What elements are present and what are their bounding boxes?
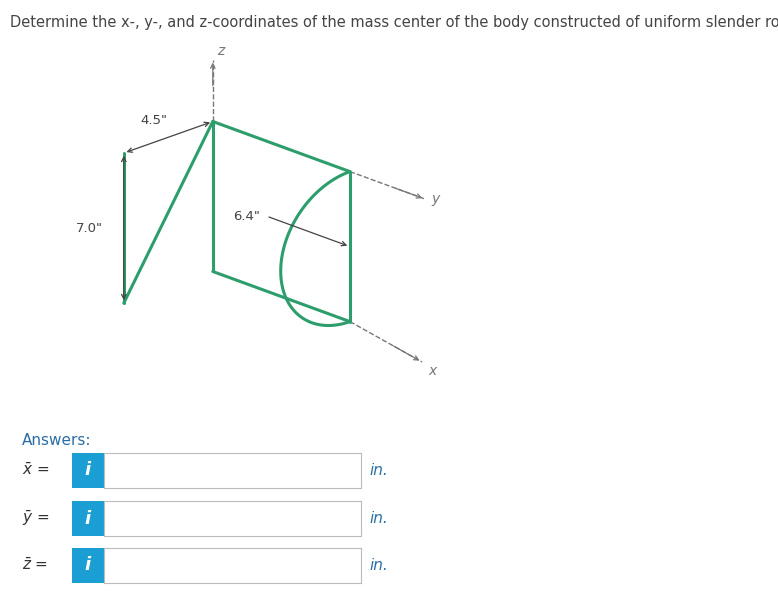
Text: $\bar{x}$ =: $\bar{x}$ = bbox=[22, 462, 49, 478]
Text: i: i bbox=[85, 510, 91, 528]
Text: i: i bbox=[85, 556, 91, 574]
Text: 6.4": 6.4" bbox=[233, 210, 260, 222]
Text: 7.0": 7.0" bbox=[76, 222, 103, 235]
Text: 4.5": 4.5" bbox=[140, 114, 167, 127]
Text: $\bar{z}$ =: $\bar{z}$ = bbox=[22, 558, 47, 573]
Text: z: z bbox=[217, 44, 224, 58]
Text: i: i bbox=[85, 461, 91, 479]
Text: in.: in. bbox=[370, 558, 388, 573]
Text: x: x bbox=[428, 364, 436, 378]
Text: in.: in. bbox=[370, 463, 388, 478]
Text: y: y bbox=[431, 192, 440, 206]
Text: Answers:: Answers: bbox=[22, 433, 91, 448]
Text: in.: in. bbox=[370, 511, 388, 526]
Text: Determine the x-, y-, and z-coordinates of the mass center of the body construct: Determine the x-, y-, and z-coordinates … bbox=[10, 15, 778, 30]
Text: $\bar{y}$ =: $\bar{y}$ = bbox=[22, 509, 49, 528]
